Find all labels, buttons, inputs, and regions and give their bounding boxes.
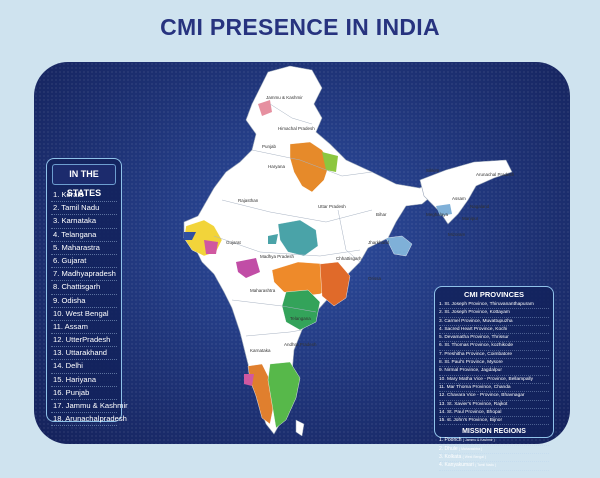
map-label-chhattisgarh: Chhattisgarh — [336, 256, 362, 261]
state-item: 4. Telangana — [51, 229, 117, 242]
map-label-mizoram: Mizoram — [448, 232, 466, 237]
map-label-bihar: Bihar — [376, 212, 387, 217]
assam-blue-region — [436, 204, 452, 216]
mission-note: ( West Bengal ) — [462, 455, 486, 460]
province-item: 14. St. Paul Province, Bhopal — [439, 409, 549, 418]
state-borders — [213, 103, 373, 337]
map-label-assam: Assam — [452, 196, 466, 201]
state-item: 6. Gujarat — [51, 255, 117, 269]
mission-name: 2. Dhule — [439, 445, 458, 452]
state-item: 18. Arunachalpradesh — [51, 413, 127, 427]
mission-note: ( Maharashtra ) — [459, 446, 483, 451]
province-item: 4. Sacred Heart Province, Kochi — [439, 326, 549, 335]
map-label-jk: Jammu & Kashmir — [266, 95, 303, 100]
state-item: 10. West Bengal — [51, 308, 117, 321]
gujarat-pink-region — [204, 240, 218, 254]
map-label-karnataka: Karnataka — [250, 348, 271, 353]
map-label-jharkhand: Jharkhand — [368, 240, 390, 245]
mission-item: 1. Poonch ( Jammu & Kashmir ) — [439, 437, 549, 446]
map-label-gujarat: Gujarat — [226, 240, 241, 245]
state-item: 16. Punjab — [51, 387, 117, 400]
map-label-arunachal: Arunachal Pradesh — [476, 172, 515, 177]
state-item: 7. Madhyapradesh — [51, 268, 117, 282]
province-item: 3. Carmel Province, Muvattupuzha — [439, 318, 549, 326]
state-item: 9. Odisha — [51, 295, 117, 308]
mission-list: 1. Poonch ( Jammu & Kashmir ) 2. Dhule (… — [435, 437, 553, 471]
jk-pink-region — [258, 100, 272, 116]
mission-item: 3. Kolkata ( West Bengal ) — [439, 454, 549, 463]
state-item: 2. Tamil Nadu — [51, 202, 117, 216]
state-item: 1. Kerala — [51, 189, 117, 203]
state-item: 8. Chattisgarh — [51, 281, 117, 295]
state-item: 11. Assam — [51, 321, 117, 335]
mission-name: 3. Kolkata — [439, 454, 462, 461]
bengal-region — [385, 235, 413, 257]
map-label-haryana: Haryana — [268, 164, 286, 169]
mission-item: 2. Dhule ( Maharashtra ) — [439, 445, 549, 455]
province-item: 13. St. Xavier's Province, Rajkot — [439, 401, 549, 409]
states-panel: IN THE STATES 1. Kerala 2. Tamil Nadu 3.… — [46, 158, 128, 427]
province-item: 8. St. Paul's Province, Mysore — [439, 359, 549, 368]
mission-name: 4. Kanyakumari — [439, 462, 474, 469]
province-item: 10. Mary Matha Vice - Province, Bellampa… — [439, 376, 549, 384]
map-label-maharashtra: Maharashtra — [250, 288, 276, 293]
telangana-region — [281, 289, 321, 331]
state-item: 14. Delhi — [51, 360, 117, 374]
karnataka-pink-region — [244, 374, 254, 386]
state-item: 17. Jammu & Kashmir — [51, 400, 128, 414]
provinces-list: 1. St. Joseph Province, Thiruvananthapur… — [435, 301, 553, 426]
map-label-nagaland: Nagaland — [470, 204, 490, 209]
provinces-panel: CMI PROVINCES 1. St. Joseph Province, Th… — [434, 286, 554, 471]
mission-name: 1. Poonch — [439, 437, 462, 444]
maharashtra-pink-region — [236, 258, 260, 278]
state-item: 12. UtterPradesh — [51, 334, 117, 348]
state-item: 3. Karnataka — [51, 215, 117, 229]
map-label-telangana: Telangana — [290, 316, 311, 321]
tamilnadu-region — [267, 361, 301, 429]
province-item: 2. St. Joseph Province, Kottayam — [439, 309, 549, 318]
mission-note: ( Jammu & Kashmir ) — [462, 438, 495, 443]
province-item: 9. Nirmal Province, Jagdalpur — [439, 367, 549, 376]
mission-item: 4. Kanyakumari ( Tamil Nadu ) — [439, 462, 549, 471]
uttarakhand-region — [289, 141, 331, 193]
map-label-manipur: Manipur — [462, 216, 479, 221]
map-label-rajasthan: Rajasthan — [238, 198, 259, 203]
province-item: 1. St. Joseph Province, Thiruvananthapur… — [439, 301, 549, 310]
province-item: 12. Chavara Vice - Province, Bhavnagar — [439, 392, 549, 401]
state-item: 15. Hariyana — [51, 374, 117, 387]
states-list: 1. Kerala 2. Tamil Nadu 3. Karnataka 4. … — [47, 189, 128, 427]
page-title: CMI PRESENCE IN INDIA — [160, 14, 440, 40]
map-label-up: Uttar Pradesh — [318, 204, 346, 209]
states-heading: IN THE STATES — [52, 164, 116, 198]
map-label-orissa: Orissa — [368, 276, 382, 281]
province-item: 6. St. Thomas Province, kozhikode — [439, 342, 549, 351]
mission-note: ( Tamil Nadu ) — [475, 463, 497, 468]
state-item: 5. Maharastra — [51, 242, 117, 255]
province-item: 15. st. John's Province, Bijnor — [439, 417, 549, 426]
mission-heading: MISSION REGIONS — [462, 428, 526, 436]
province-item: 11. Mar Thoma Province, Chanda — [439, 384, 549, 393]
map-label-meghalaya: Meghalaya — [426, 212, 449, 217]
map-label-sikkim: Sikkim — [426, 168, 440, 173]
state-item: 13. Uttarakhand — [51, 347, 117, 361]
map-label-andhra: Andhra Pradesh — [284, 342, 317, 347]
green-north-region — [322, 152, 338, 172]
mp-region — [277, 219, 319, 257]
map-label-mp: Madhya Pradesh — [260, 254, 295, 259]
chhattisgarh-region — [319, 261, 351, 307]
map-label-punjab: Punjab — [262, 144, 277, 149]
province-item: 5. Devamatha Province, Thrissur — [439, 334, 549, 343]
sri-lanka — [295, 419, 305, 437]
province-item: 7. Preshitha Province, Coimbatore — [439, 351, 549, 360]
map-label-hp: Himachal Pradesh — [278, 126, 315, 131]
gujarat-coast-blue — [184, 232, 196, 240]
mp-teal-small — [268, 234, 278, 244]
provinces-heading: CMI PROVINCES — [463, 290, 524, 299]
